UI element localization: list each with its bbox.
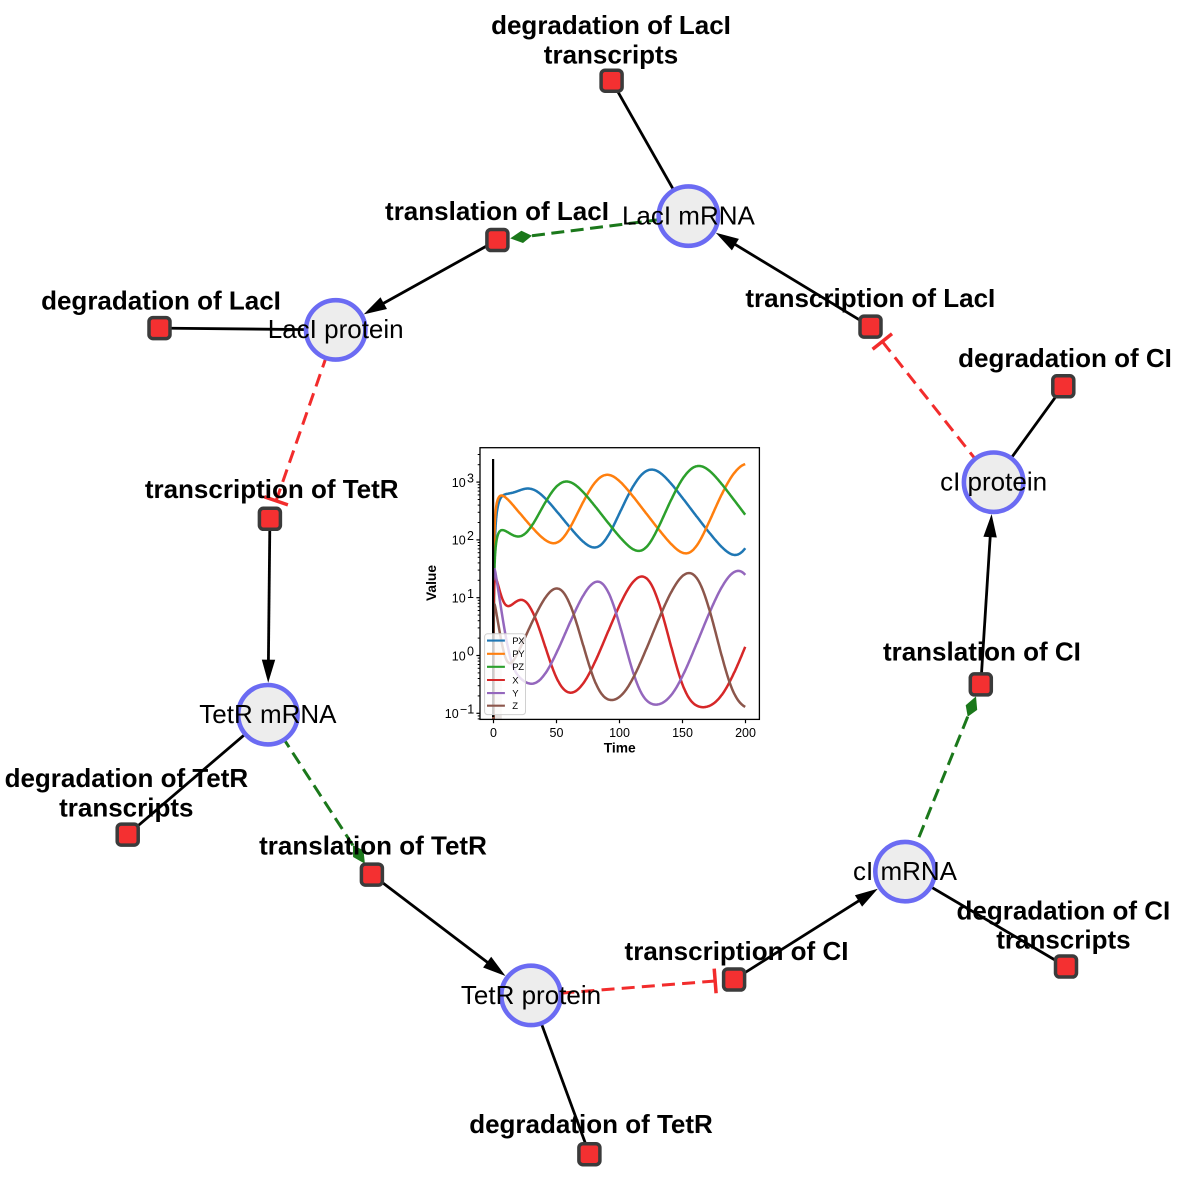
svg-text:10: 10: [445, 707, 459, 721]
svg-text:transcripts: transcripts: [996, 925, 1130, 955]
svg-text:translation of CI: translation of CI: [883, 637, 1081, 667]
svg-text:X: X: [512, 675, 519, 686]
svg-text:0: 0: [490, 726, 497, 740]
svg-text:1: 1: [467, 587, 474, 601]
svg-text:150: 150: [672, 726, 693, 740]
svg-text:degradation of CI: degradation of CI: [958, 343, 1172, 373]
svg-text:translation of LacI: translation of LacI: [385, 196, 609, 226]
svg-text:transcripts: transcripts: [544, 39, 678, 69]
svg-text:TetR mRNA: TetR mRNA: [199, 699, 337, 729]
svg-text:Value: Value: [424, 565, 439, 601]
svg-text:LacI mRNA: LacI mRNA: [622, 200, 756, 230]
svg-text:10: 10: [452, 476, 466, 490]
svg-text:Y: Y: [512, 689, 519, 700]
svg-text:Z: Z: [512, 701, 518, 712]
svg-text:LacI protein: LacI protein: [268, 314, 404, 344]
svg-text:PY: PY: [512, 649, 525, 660]
svg-text:10: 10: [452, 534, 466, 548]
svg-text:200: 200: [735, 726, 756, 740]
svg-text:translation of TetR: translation of TetR: [259, 831, 487, 861]
svg-text:TetR protein: TetR protein: [461, 980, 601, 1010]
svg-text:degradation of LacI: degradation of LacI: [491, 10, 731, 40]
svg-text:2: 2: [467, 529, 474, 543]
svg-text:cI mRNA: cI mRNA: [853, 856, 958, 886]
svg-text:3: 3: [467, 471, 474, 485]
svg-text:−1: −1: [460, 703, 474, 717]
svg-text:100: 100: [609, 726, 630, 740]
svg-text:transcription of LacI: transcription of LacI: [745, 283, 995, 313]
svg-text:PZ: PZ: [512, 662, 524, 673]
svg-text:PX: PX: [512, 636, 525, 647]
svg-text:transcription of CI: transcription of CI: [625, 936, 849, 966]
svg-text:10: 10: [452, 592, 466, 606]
svg-text:transcripts: transcripts: [59, 793, 193, 823]
svg-text:degradation of TetR: degradation of TetR: [5, 763, 249, 793]
svg-text:cI protein: cI protein: [940, 467, 1047, 497]
svg-text:10: 10: [452, 649, 466, 663]
svg-text:0: 0: [467, 645, 474, 659]
svg-text:degradation of LacI: degradation of LacI: [41, 286, 281, 316]
svg-text:Time: Time: [604, 741, 636, 756]
svg-text:transcription of TetR: transcription of TetR: [145, 474, 399, 504]
svg-text:degradation of TetR: degradation of TetR: [469, 1109, 713, 1139]
svg-text:degradation of CI: degradation of CI: [957, 896, 1171, 926]
svg-text:50: 50: [550, 726, 564, 740]
